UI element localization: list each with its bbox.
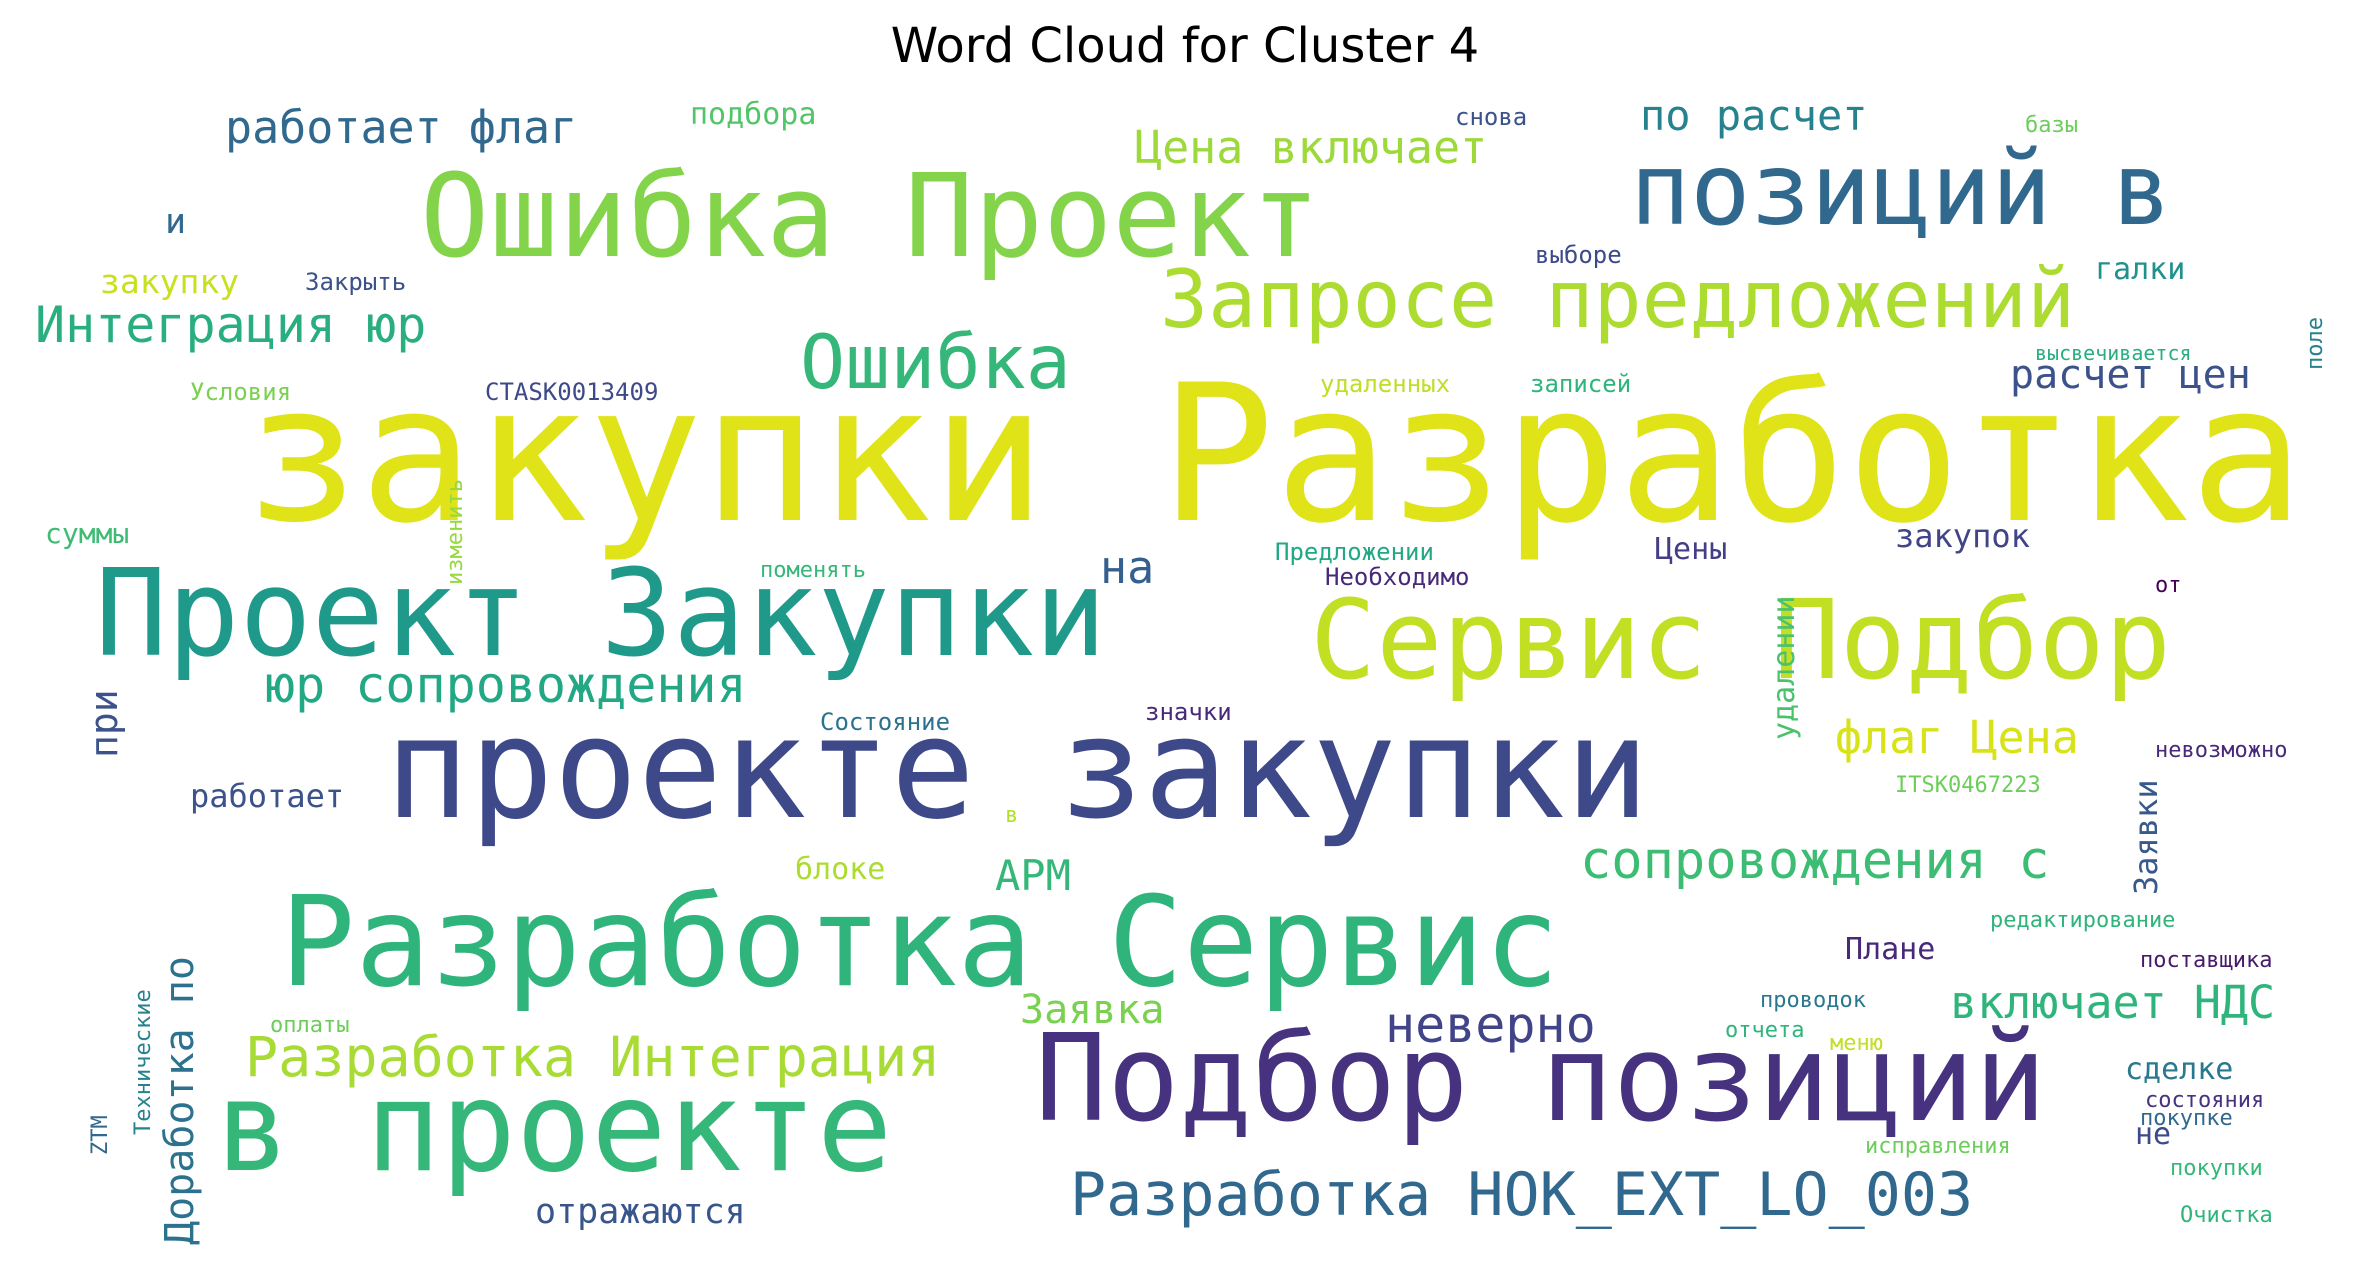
cloud-word: Заявки [2127,779,2165,895]
cloud-word: в [1005,803,1019,828]
cloud-word: по расчет [1640,91,1868,140]
cloud-word: закупку [100,262,240,301]
cloud-word: Закрыть [305,268,407,296]
cloud-word: Состояние [820,708,951,736]
cloud-word: работает флаг [225,101,578,154]
cloud-word: невозможно [2155,738,2288,763]
cloud-word: Цена включает [1135,121,1488,174]
cloud-word: неверно [1385,996,1596,1054]
cloud-word: удаленных [1320,370,1451,398]
cloud-word: суммы [45,517,130,550]
cloud-word: сопровождения с [1580,831,2050,891]
cloud-word: Технические [131,989,156,1135]
cloud-word: ZTM [88,1115,113,1155]
cloud-word: при [82,689,126,758]
cloud-word: базы [2025,113,2078,138]
cloud-word: меню [1830,1031,1883,1056]
cloud-word: отражаются [535,1192,746,1232]
chart-title: Word Cloud for Cluster 4 [890,18,1480,74]
cloud-word: Заявка [1020,987,1165,1033]
cloud-word: Предложении [1275,538,1434,566]
cloud-word: позиций в [1630,131,2172,248]
cloud-word: поставщика [2140,948,2273,973]
cloud-word: редактирование [1990,908,2176,933]
cloud-word: работает [190,777,345,815]
cloud-word: удалении [1767,595,1802,741]
cloud-word: юр сопровождения [265,656,747,714]
cloud-word: подбора [690,97,817,132]
cloud-word: блоке [795,852,886,887]
cloud-word: покупке [2140,1106,2233,1131]
cloud-word: исправления [1865,1134,2011,1159]
cloud-word: Условия [190,378,292,406]
cloud-word: Плане [1845,932,1936,967]
cloud-word: и [165,202,187,242]
cloud-word: Разработка HOK_EXT_LO_003 [1070,1160,1974,1230]
cloud-word: Необходимо [1325,563,1470,591]
cloud-word: Доработка по [157,956,203,1245]
cloud-word: покупки [2170,1156,2263,1181]
cloud-word: Разработка Сервис [280,870,1560,1015]
cloud-word: сделке [2125,1052,2234,1087]
cloud-word: включает НДС [1950,976,2276,1029]
cloud-word: проводок [1760,988,1866,1013]
cloud-word: высвечивается [2035,341,2192,365]
cloud-word: закупки Разработка [245,344,2305,565]
cloud-word: Запросе предложений [1160,253,2076,346]
cloud-word: в проекте [215,1055,893,1200]
cloud-word: оплаты [270,1013,350,1038]
cloud-word: закупок [1895,517,2030,555]
cloud-word: изменить [443,479,468,585]
cloud-word: поменять [760,558,866,583]
cloud-word: значки [1145,698,1232,726]
cloud-word: Очистка [2180,1203,2273,1228]
cloud-word: АРМ [995,851,1071,900]
cloud-word: отчета [1725,1018,1805,1043]
cloud-word: проекте закупки [385,688,1650,851]
cloud-word: CTASK0013409 [485,378,659,406]
cloud-word: выборе [1535,241,1622,269]
cloud-word: состояния [2145,1088,2265,1113]
cloud-word: Цены [1655,532,1728,567]
cloud-word: снова [1455,103,1528,131]
cloud-word: Разработка Интеграция [245,1025,941,1089]
cloud-word: Сервис Подбор [1310,576,2171,704]
cloud-word: Ошибка Проект [420,150,1321,284]
cloud-word: не [2135,1117,2172,1152]
cloud-word: Подбор позиций [1035,1010,2047,1149]
cloud-word: Интеграция юр [35,296,427,354]
cloud-word: ITSK0467223 [1895,773,2041,798]
cloud-word: Проект Закупки [95,545,1107,684]
cloud-word: галки [2095,252,2186,287]
cloud-word: от [2155,573,2182,598]
cloud-word: флаг Цена [1835,711,2079,764]
cloud-word: расчет цен [2010,352,2251,398]
cloud-word: записей [1530,370,1632,398]
cloud-word: на [1100,541,1155,594]
cloud-word: поле [2303,317,2328,370]
cloud-word: Ошибка [800,318,1071,406]
